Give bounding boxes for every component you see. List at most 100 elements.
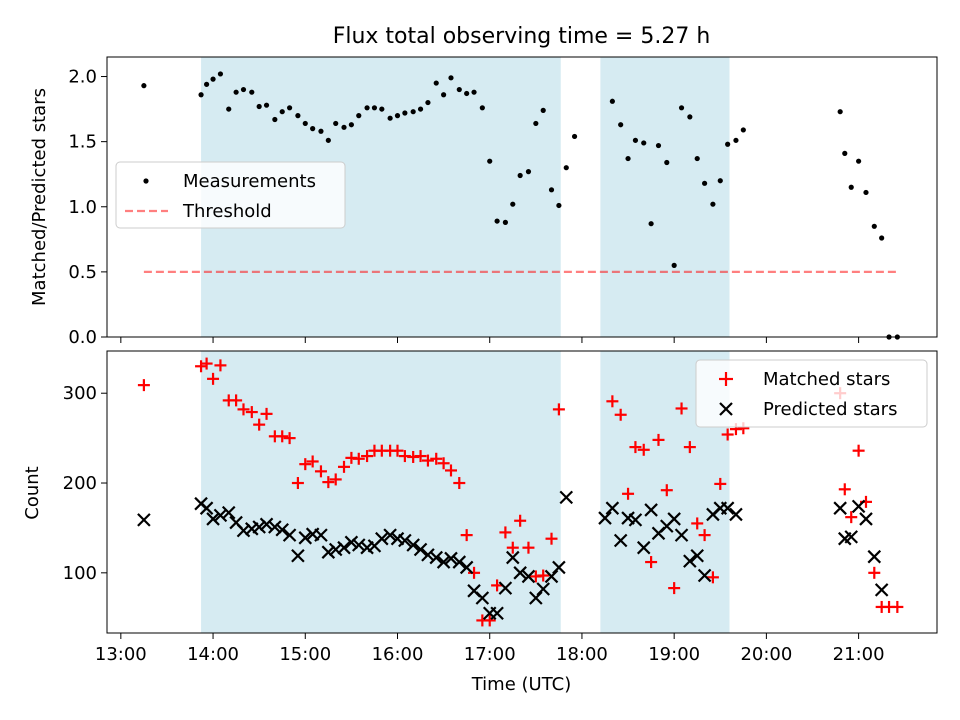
predicted-point <box>598 511 612 525</box>
matched-point <box>276 430 289 443</box>
matched-point <box>437 457 450 470</box>
measurement-point <box>402 110 408 116</box>
predicted-point <box>268 520 282 534</box>
measurement-point <box>210 76 216 82</box>
measurement-point <box>740 127 746 133</box>
measurement-point <box>548 187 555 193</box>
measurement-point <box>263 102 270 108</box>
predicted-point <box>521 569 536 584</box>
predicted-point <box>321 545 336 559</box>
legend-threshold-label: Threshold <box>182 201 272 222</box>
matched-point <box>338 460 351 473</box>
bottom-plot-frame <box>106 350 938 634</box>
predicted-point <box>628 513 643 527</box>
top-y-axis-label: Matched/Predicted stars <box>29 88 50 306</box>
matched-point <box>391 444 404 457</box>
x-tick-label: 19:00 <box>648 644 700 665</box>
predicted-point <box>536 582 550 596</box>
matched-point <box>838 483 851 496</box>
measurement-point <box>556 202 562 209</box>
predicted-point <box>406 538 420 552</box>
bot-y-tick-label: 300 <box>63 383 97 404</box>
predicted-point <box>844 530 859 544</box>
top-y-tick-label: 0.5 <box>68 262 97 283</box>
legend-predicted-label: Predicted stars <box>763 399 897 420</box>
bottom-y-axis: 100 200 300 <box>63 383 107 584</box>
measurement-point <box>394 113 401 119</box>
measurement-point <box>632 137 639 143</box>
x-tick-label: 21:00 <box>833 644 885 665</box>
measurement-point <box>694 155 700 162</box>
matched-point <box>637 443 650 456</box>
predicted-point <box>833 501 847 515</box>
legend-matched-label: Matched stars <box>763 369 890 390</box>
measurement-point <box>364 105 370 111</box>
predicted-point <box>206 512 220 526</box>
predicted-point <box>459 560 474 575</box>
matched-point <box>283 432 296 445</box>
matched-point <box>414 450 427 463</box>
measurement-point <box>540 107 546 113</box>
predicted-point <box>337 540 351 555</box>
top-series-layer <box>141 71 900 340</box>
figure-title: Flux total observing time = 5.27 h <box>333 24 711 49</box>
predicted-point <box>413 542 428 557</box>
measurement-point <box>356 113 362 119</box>
predicted-point <box>667 512 681 526</box>
predicted-point <box>252 520 266 534</box>
matched-point <box>460 529 473 542</box>
measurement-point <box>702 180 708 186</box>
predicted-point <box>498 581 513 595</box>
predicted-point <box>697 568 712 583</box>
measurement-point <box>871 223 877 229</box>
matched-point <box>453 477 466 490</box>
top-y-tick-label: 1.0 <box>68 197 97 218</box>
measurement-point <box>204 81 210 87</box>
measurement-point <box>348 122 354 128</box>
measurement-point <box>863 189 869 196</box>
bottom-series-layer <box>137 357 904 627</box>
bottom-y-axis-label: Count <box>22 466 43 519</box>
matched-point <box>845 511 858 524</box>
predicted-point <box>552 560 566 575</box>
predicted-point <box>683 554 697 568</box>
measurement-point <box>664 159 670 166</box>
bottom-panel: 100 200 300 13:00 14:00 15:00 16:00 17:00 18:00… <box>22 350 938 695</box>
predicted-point <box>636 540 651 555</box>
matched-point <box>629 441 642 454</box>
matched-point <box>537 569 550 582</box>
measurement-point <box>456 86 462 93</box>
measurement-point <box>272 116 278 123</box>
measurement-point <box>141 83 147 89</box>
predicted-point <box>729 507 743 522</box>
bottom-legend-box <box>695 359 928 428</box>
measurement-point <box>387 115 393 121</box>
measurement-point <box>502 219 508 225</box>
measurement-point <box>410 109 416 115</box>
predicted-point <box>436 555 451 569</box>
predicted-point <box>314 528 328 542</box>
top-legend: Measurements Threshold <box>115 161 346 229</box>
measurement-point <box>198 92 204 98</box>
predicted-point <box>199 501 214 515</box>
predicted-point <box>351 538 366 552</box>
predicted-point <box>137 513 151 527</box>
matched-point <box>721 428 734 441</box>
predicted-point <box>544 569 559 584</box>
measurement-point <box>256 103 262 110</box>
predicted-point <box>720 501 735 515</box>
predicted-point <box>874 583 889 597</box>
predicted-point <box>859 512 873 526</box>
measurement-point <box>341 124 347 130</box>
predicted-point <box>559 490 574 505</box>
measurement-point <box>249 89 255 95</box>
predicted-point <box>259 517 274 532</box>
x-tick-label: 16:00 <box>372 644 424 665</box>
predicted-point <box>513 566 527 580</box>
x-tick-label: 17:00 <box>464 644 516 665</box>
matched-point <box>444 464 457 477</box>
matched-point <box>195 360 208 373</box>
matched-point <box>306 455 319 468</box>
matched-point <box>675 402 688 415</box>
